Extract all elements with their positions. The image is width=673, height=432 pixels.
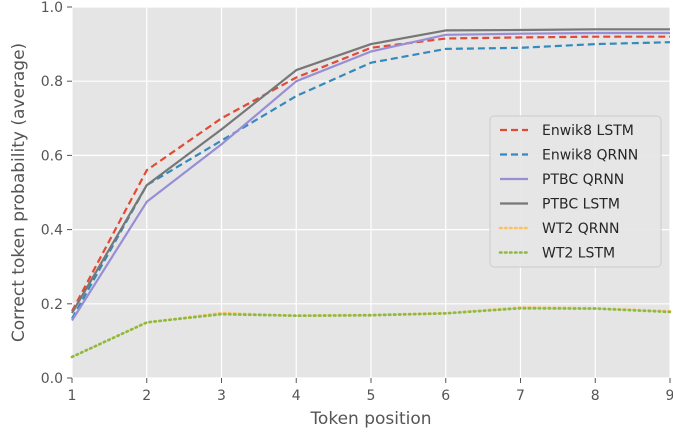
x-tick-label: 7 (516, 388, 525, 404)
x-tick-label: 6 (441, 388, 450, 404)
series-line-ptbc-qrnn (71, 31, 670, 322)
legend-label: Enwik8 LSTM (542, 123, 634, 139)
x-tick-label: 2 (142, 388, 151, 404)
x-axis-label: Token position (309, 409, 431, 429)
x-tick-label: 9 (666, 388, 673, 404)
y-tick-label: 0.2 (41, 297, 63, 313)
legend: Enwik8 LSTM Enwik8 QRNN PTBC QRNN PTBC LSTM… (489, 115, 662, 268)
legend-label: WT2 LSTM (542, 246, 615, 262)
series-line-enwik8-lstm (71, 35, 670, 312)
series-line-enwik8-qrnn (71, 41, 671, 320)
y-tick-label: 1.0 (41, 0, 63, 16)
x-tick-label: 5 (367, 388, 376, 404)
x-tick-label: 8 (591, 388, 600, 404)
legend-label: PTBC QRNN (542, 172, 624, 188)
series-layer (70, 28, 672, 359)
x-tick-label: 3 (217, 388, 226, 404)
legend-label: WT2 QRNN (542, 221, 619, 237)
y-tick-label: 0.0 (41, 371, 63, 387)
series-line-wt2-lstm (70, 306, 672, 359)
series-line-ptbc-lstm (71, 28, 670, 314)
legend-label: Enwik8 QRNN (542, 148, 638, 164)
x-tick-label: 1 (68, 388, 77, 404)
y-tick-label: 0.8 (41, 74, 63, 90)
y-tick-label: 0.6 (41, 148, 63, 164)
y-axis-label: Correct token probability (average) (9, 43, 29, 342)
legend-label: PTBC LSTM (542, 197, 620, 213)
y-tick-label: 0.4 (41, 223, 63, 239)
legend-box (489, 115, 662, 268)
axis-ticks: 1 2 3 4 5 6 7 8 9 0.0 0.2 0.4 0.6 0.8 1.0 (41, 0, 673, 404)
x-tick-label: 4 (292, 388, 301, 404)
